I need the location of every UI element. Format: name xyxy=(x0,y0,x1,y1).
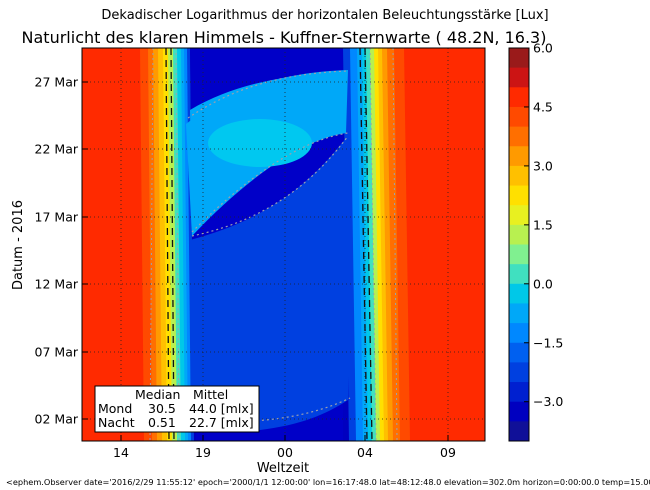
colorbar-segment xyxy=(509,126,529,147)
colorbar-segment xyxy=(509,264,529,285)
contour-line xyxy=(149,48,154,441)
colorbar-segment xyxy=(509,401,529,422)
chart-suptitle: Dekadischer Logarithmus der horizontalen… xyxy=(101,8,548,23)
colorbar-tick-label: −1.5 xyxy=(533,335,563,350)
colorbar-tick-label: 6.0 xyxy=(533,41,553,56)
contour-line xyxy=(175,48,180,441)
contour-line xyxy=(369,48,377,441)
colorbar-segment xyxy=(509,382,529,403)
x-axis: 14 19 00 04 09 xyxy=(113,435,456,460)
colorbar xyxy=(508,47,530,442)
legend-row-mittel: 44.0 [mlx] xyxy=(189,401,254,416)
colorbar-segment xyxy=(509,185,529,206)
grid-lines xyxy=(82,48,485,441)
legend: Median Mittel Mond 30.5 44.0 [mlx] Nacht… xyxy=(94,385,260,433)
colorbar-segment xyxy=(509,67,529,88)
colorbar-segment xyxy=(509,165,529,187)
moonlight-core xyxy=(208,119,312,167)
plot-frame xyxy=(81,47,486,442)
x-tick-label: 09 xyxy=(440,445,456,460)
colorbar-tick-label: −3.0 xyxy=(533,394,563,409)
contour-line xyxy=(191,135,349,237)
colorbar-segment xyxy=(509,244,529,265)
colorbar-segment xyxy=(509,323,529,344)
legend-box xyxy=(94,385,260,433)
footer-observer: <ephem.Observer date='2016/2/29 11:55:12… xyxy=(6,477,650,487)
legend-row-mittel: 22.7 [mlx] xyxy=(189,415,254,430)
colorbar-segment xyxy=(509,48,529,69)
colorbar-segment xyxy=(509,106,529,128)
colorbar-tick-label: 1.5 xyxy=(533,217,553,232)
legend-header-median: Median xyxy=(135,387,180,402)
contour-line xyxy=(187,70,349,119)
chart-title: Naturlicht des klaren Himmels - Kuffner-… xyxy=(22,28,547,47)
y-tick-label: 12 Mar xyxy=(35,277,79,292)
colorbar-segment xyxy=(509,224,529,245)
x-axis-label: Weltzeit xyxy=(257,461,309,476)
y-axis-label: Datum - 2016 xyxy=(11,200,26,290)
colorbar-segment xyxy=(509,303,529,324)
sunrise-line-civil xyxy=(364,48,373,441)
sunset-line xyxy=(165,48,170,441)
colorbar-segment xyxy=(509,283,529,304)
legend-row-label: Nacht xyxy=(98,415,135,430)
x-tick-label: 00 xyxy=(277,445,293,460)
y-tick-label: 22 Mar xyxy=(35,142,79,157)
colorbar-frame xyxy=(508,47,530,442)
colorbar-tick-label: 3.0 xyxy=(533,158,553,173)
x-tick-label: 04 xyxy=(357,445,373,460)
contour-line xyxy=(191,132,349,233)
legend-row-median: 0.51 xyxy=(148,415,176,430)
colorbar-segment xyxy=(509,205,529,226)
x-tick-label: 14 xyxy=(113,445,129,460)
colorbar-segment xyxy=(509,342,529,363)
legend-row-median: 30.5 xyxy=(148,401,176,416)
y-tick-label: 27 Mar xyxy=(35,75,79,90)
y-tick-label: 07 Mar xyxy=(35,345,79,360)
colorbar-ticks: 6.0 4.5 3.0 1.5 0.0 −1.5 −3.0 xyxy=(524,41,563,409)
y-tick-label: 17 Mar xyxy=(35,210,79,225)
y-tick-label: 02 Mar xyxy=(35,412,79,427)
colorbar-segment xyxy=(509,87,529,108)
y-axis: 27 Mar 22 Mar 17 Mar 12 Mar 07 Mar 02 Mar xyxy=(35,75,88,427)
colorbar-tick-label: 4.5 xyxy=(533,99,553,114)
legend-header-mittel: Mittel xyxy=(193,387,228,402)
sunrise-line xyxy=(359,48,368,441)
contour-line xyxy=(392,48,398,441)
colorbar-segment xyxy=(509,146,529,167)
sunset-line-civil xyxy=(170,48,175,441)
moonlight-region-lower xyxy=(190,135,348,430)
x-tick-label: 19 xyxy=(195,445,211,460)
legend-row-label: Mond xyxy=(98,401,132,416)
plot-area xyxy=(82,48,485,441)
colorbar-tick-label: 0.0 xyxy=(533,276,553,291)
colorbar-segment xyxy=(509,362,529,383)
colorbar-segment xyxy=(509,421,529,442)
